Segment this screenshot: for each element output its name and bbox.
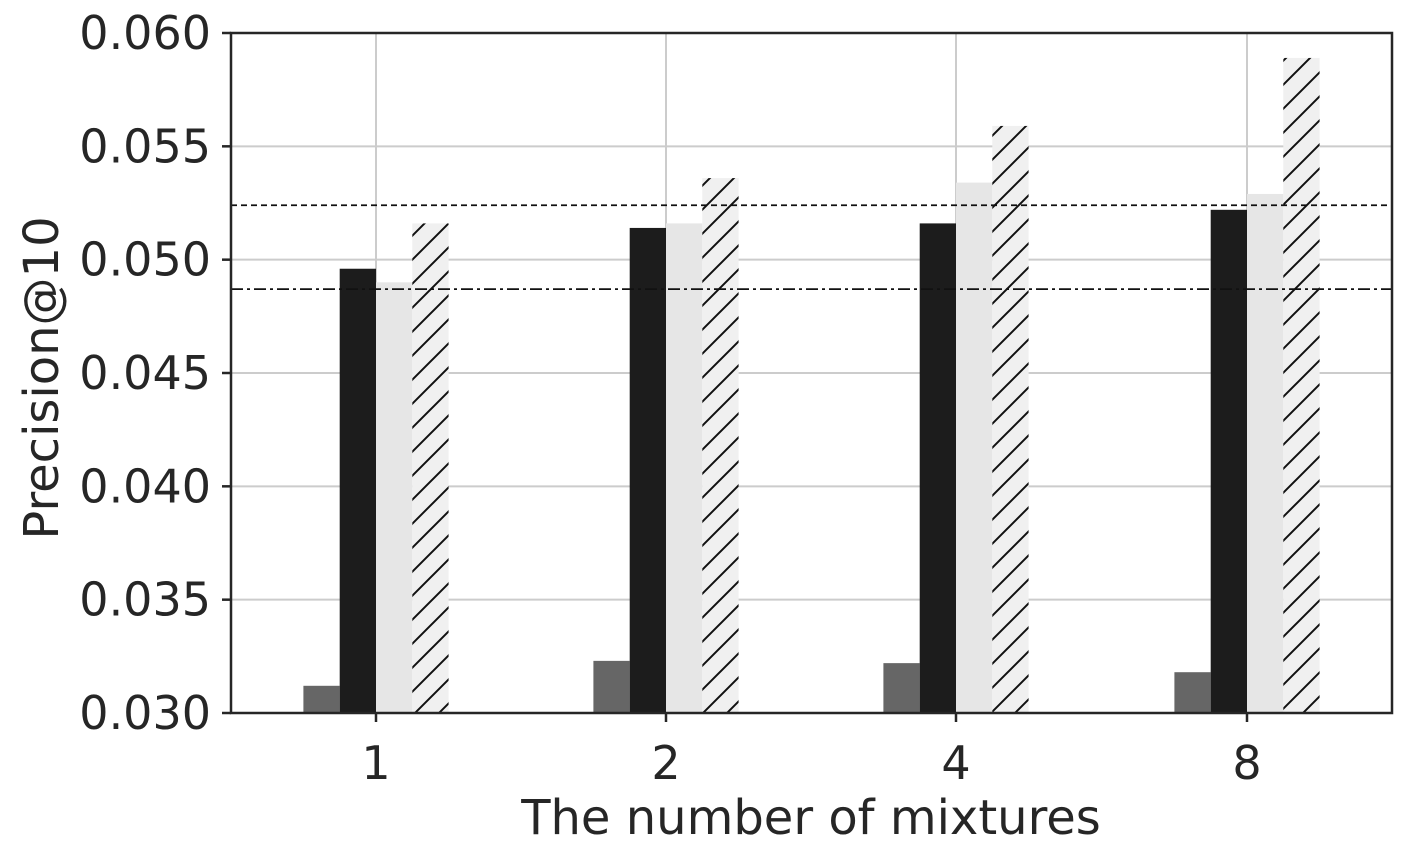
bar-series-4-cat-8 bbox=[1283, 57, 1320, 713]
y-axis-label: Precision@10 bbox=[14, 216, 70, 539]
bar-series-1-cat-2 bbox=[593, 660, 630, 713]
x-tick-label: 2 bbox=[651, 736, 680, 790]
x-axis-label: The number of mixtures bbox=[520, 790, 1101, 846]
x-tick-label: 8 bbox=[1232, 736, 1261, 790]
y-tick-label: 0.035 bbox=[79, 573, 211, 627]
y-tick-label: 0.040 bbox=[79, 459, 211, 513]
bar-series-1-cat-4 bbox=[883, 663, 920, 713]
bar-series-1-cat-1 bbox=[303, 685, 340, 713]
bars bbox=[303, 57, 1320, 713]
bar-series-3-cat-4 bbox=[956, 182, 993, 713]
bar-series-3-cat-1 bbox=[376, 282, 413, 713]
bar-series-2-cat-4 bbox=[919, 223, 956, 713]
reference-lines bbox=[231, 204, 1392, 291]
x-tick-label: 4 bbox=[941, 736, 970, 790]
x-tick-label: 1 bbox=[361, 736, 390, 790]
bar-series-3-cat-8 bbox=[1247, 193, 1284, 713]
bar-series-4-cat-2 bbox=[702, 178, 739, 713]
bar-series-2-cat-2 bbox=[629, 227, 666, 713]
y-tick-label: 0.045 bbox=[79, 346, 211, 400]
bar-series-2-cat-8 bbox=[1210, 209, 1247, 713]
bar-series-1-cat-8 bbox=[1174, 672, 1211, 713]
bar-series-4-cat-4 bbox=[992, 125, 1029, 713]
y-tick-label: 0.055 bbox=[79, 119, 211, 173]
y-tick-label: 0.050 bbox=[79, 233, 211, 287]
ticks: 0.030 0.035 0.040 0.045 0.050 0.055 0.060 1 2 4 8 bbox=[79, 6, 1261, 790]
y-tick-label: 0.060 bbox=[79, 6, 211, 60]
bar-series-2-cat-1 bbox=[339, 268, 376, 713]
bar-series-4-cat-1 bbox=[412, 223, 449, 713]
bar-series-3-cat-2 bbox=[666, 223, 703, 713]
y-tick-label: 0.030 bbox=[79, 686, 211, 740]
